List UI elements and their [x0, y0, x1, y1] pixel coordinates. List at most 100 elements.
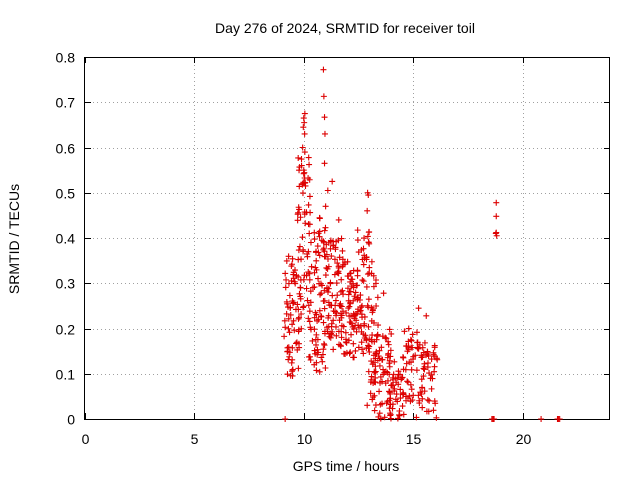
data-point: [295, 315, 302, 322]
data-point: [403, 343, 410, 350]
data-point: [389, 401, 396, 408]
data-point: [350, 354, 357, 361]
data-point: [419, 344, 426, 351]
data-point: [316, 368, 323, 375]
data-point: [301, 119, 308, 126]
data-point: [282, 416, 289, 422]
y-tick-label: 0.5: [56, 186, 76, 202]
data-point: [289, 255, 296, 262]
data-point: [430, 407, 437, 414]
data-point: [344, 285, 351, 292]
data-point: [312, 350, 319, 357]
data-point: [376, 347, 383, 354]
data-point: [348, 331, 355, 338]
data-point: [328, 253, 335, 260]
data-point: [365, 296, 372, 303]
data-point: [388, 330, 395, 337]
data-point: [321, 305, 328, 312]
data-points: [281, 66, 563, 422]
data-point: [372, 363, 379, 370]
data-point: [493, 199, 500, 206]
data-point: [409, 397, 416, 404]
data-point: [314, 243, 321, 250]
data-point: [333, 332, 340, 339]
data-point: [307, 288, 314, 295]
data-point: [302, 220, 309, 227]
data-point: [300, 303, 307, 310]
data-point: [378, 400, 385, 407]
data-point: [367, 390, 374, 397]
data-point: [316, 233, 323, 240]
data-point: [366, 264, 373, 271]
data-point: [405, 379, 412, 386]
data-point: [429, 375, 436, 382]
data-point: [299, 234, 306, 241]
data-point: [334, 260, 341, 267]
data-point: [421, 366, 428, 373]
data-point: [393, 379, 400, 386]
data-point: [317, 280, 324, 287]
data-point: [320, 93, 327, 100]
data-point: [287, 304, 294, 311]
data-point: [377, 373, 384, 380]
data-point: [297, 284, 304, 291]
data-point: [318, 290, 325, 297]
data-point: [393, 391, 400, 398]
data-point: [297, 214, 304, 221]
y-tick-label: 0.8: [56, 50, 76, 66]
data-point: [372, 355, 379, 362]
data-point: [421, 360, 428, 367]
data-point: [372, 379, 379, 386]
data-point: [325, 263, 332, 270]
data-point: [409, 331, 416, 338]
data-point: [298, 162, 305, 169]
data-point: [313, 311, 320, 318]
data-point: [420, 373, 427, 380]
y-tick-label: 0.3: [56, 276, 76, 292]
data-point: [294, 217, 301, 224]
data-point: [410, 392, 417, 399]
data-point: [306, 318, 313, 325]
data-point: [330, 346, 337, 353]
data-point: [360, 350, 367, 357]
data-point: [347, 300, 354, 307]
data-point: [419, 404, 426, 411]
data-point: [283, 310, 290, 317]
data-point: [403, 393, 410, 400]
data-point: [375, 413, 382, 420]
data-point: [335, 270, 342, 277]
data-point: [301, 174, 308, 181]
data-point: [306, 161, 313, 168]
data-point: [375, 322, 382, 329]
data-point: [371, 392, 378, 399]
data-point: [421, 339, 428, 346]
data-point: [325, 314, 332, 321]
data-point: [311, 347, 318, 354]
data-point: [327, 237, 334, 244]
data-point: [408, 337, 415, 344]
data-point: [493, 229, 500, 236]
data-point: [288, 277, 295, 284]
data-point: [428, 356, 435, 363]
data-point: [283, 276, 290, 283]
data-point: [400, 411, 407, 418]
data-point: [364, 207, 371, 214]
data-point: [390, 376, 397, 383]
data-point: [301, 149, 308, 156]
data-point: [418, 391, 425, 398]
data-point: [364, 271, 371, 278]
data-point: [299, 190, 306, 197]
data-point: [321, 227, 328, 234]
data-point: [311, 314, 318, 321]
data-point: [325, 285, 332, 292]
data-point: [354, 227, 361, 234]
data-point: [292, 267, 299, 274]
data-point: [391, 385, 398, 392]
data-point: [301, 110, 308, 117]
data-point: [298, 156, 305, 163]
data-point: [374, 294, 381, 301]
data-point: [323, 241, 330, 248]
data-point: [304, 297, 311, 304]
data-point: [424, 348, 431, 355]
data-point: [351, 293, 358, 300]
